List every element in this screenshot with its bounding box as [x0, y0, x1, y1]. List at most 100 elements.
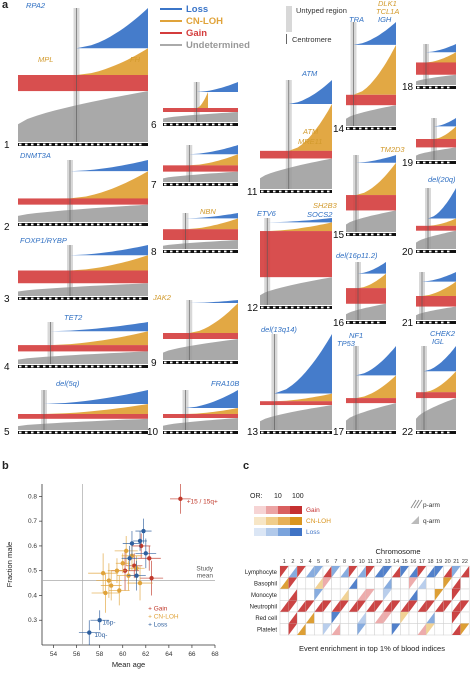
ideogram-band [230, 183, 233, 186]
heatmap-cell-fill [409, 577, 418, 589]
ideogram-band [273, 431, 276, 434]
ideogram-band [103, 143, 106, 146]
undet-segment [416, 230, 456, 249]
legend-loss: Loss [186, 3, 209, 15]
gene-label-fra10b: FRA10B [211, 379, 240, 388]
ideogram-band [91, 143, 94, 146]
panel-b-label: b [2, 460, 9, 472]
heatmap-cell-fill [323, 600, 332, 612]
ideogram-band [97, 143, 100, 146]
ideogram-band [121, 143, 124, 146]
ideogram-band [321, 306, 324, 309]
gain-segment [416, 392, 456, 399]
gene-label-foxp1: FOXP1/RYBP [20, 236, 67, 245]
ideogram-band [206, 250, 209, 253]
ideogram-band [291, 190, 294, 193]
cnloh-segment [356, 375, 396, 399]
ideogram-band [139, 365, 142, 368]
ideogram-band [441, 431, 444, 434]
heatmap-cell [322, 611, 332, 624]
loss-segment [434, 118, 456, 127]
heatmap-cell-fill [460, 600, 470, 612]
ideogram-band [347, 233, 350, 236]
gene-label-dnmt3a: DNMT3A [20, 151, 51, 160]
loss-segment [189, 145, 238, 155]
heatmap-cell-fill [400, 600, 409, 612]
ideogram-band [79, 431, 82, 434]
undet-segment [163, 112, 238, 122]
row-label: Red cell [255, 616, 277, 622]
cnloh-segment [428, 126, 456, 139]
ideogram-band [182, 183, 185, 186]
ideogram-band [31, 297, 34, 300]
ideogram-band [133, 297, 136, 300]
gene-label-tcl1a: TCL1A [376, 7, 400, 16]
loss-segment [424, 346, 456, 372]
heatmap-cell [305, 577, 315, 590]
ideogram-band [121, 431, 124, 434]
ideogram-band [55, 297, 58, 300]
data-point-loss [78, 620, 100, 645]
heatmap-cell [443, 611, 453, 624]
ideogram-band [383, 431, 386, 434]
chromosome-11-plot [260, 80, 332, 193]
gain-segment [18, 414, 148, 419]
ideogram-band [435, 250, 438, 253]
loss-segment [356, 155, 396, 163]
chromosome-ideogram [260, 306, 332, 309]
heatmap-cell [391, 588, 401, 601]
ideogram-band [55, 431, 58, 434]
cnloh-segment [274, 393, 332, 402]
heatmap-cell [279, 623, 289, 636]
ideogram-band [359, 127, 362, 130]
heatmap-cell-fill [426, 566, 435, 578]
gain-segment [346, 398, 396, 404]
heatmap-cell-fill [434, 589, 444, 601]
ideogram-band [25, 143, 28, 146]
ideogram-band [309, 306, 312, 309]
data-point-cn-loh [115, 553, 130, 574]
chromosome-col-label: 11 [367, 559, 373, 565]
undet-segment [18, 283, 148, 296]
ideogram-band [91, 223, 94, 226]
y-axis-label: Fraction male [5, 542, 14, 587]
ideogram-band [194, 123, 197, 126]
ideogram-band [224, 431, 227, 434]
loss-segment [196, 82, 238, 92]
annotation-label: 16p- [103, 620, 116, 627]
heatmap-cell [434, 611, 444, 624]
heatmap-cell-fill [288, 566, 298, 578]
gene-label-del5q: del(5q) [56, 379, 80, 388]
chr-num-22: 22 [402, 427, 414, 438]
ideogram-band [164, 183, 167, 186]
chr-num-21: 21 [402, 318, 414, 329]
loss-segment [50, 322, 148, 332]
ideogram-band [365, 431, 368, 434]
legend-centromere: Centromere [292, 35, 332, 44]
or-legend-label: Gain [306, 507, 320, 514]
ideogram-band [31, 431, 34, 434]
heatmap-cell-fill [288, 623, 298, 635]
ideogram-band [447, 431, 450, 434]
chr-num-12: 12 [247, 303, 259, 314]
heatmap-cell [400, 588, 410, 601]
heatmap-cell [443, 588, 453, 601]
ideogram-band [423, 321, 426, 324]
chr-num-7: 7 [151, 180, 157, 191]
or-swatch [254, 506, 266, 514]
legend-undetermined: Undetermined [186, 39, 250, 51]
ideogram-band [230, 250, 233, 253]
ideogram-band [170, 123, 173, 126]
ideogram-band [182, 123, 185, 126]
ideogram-band [176, 123, 179, 126]
chr-num-8: 8 [151, 247, 157, 258]
loss-segment [288, 80, 332, 104]
chromosome-ideogram [260, 431, 332, 434]
heatmap-cell-fill [297, 623, 306, 635]
gene-label-igl: IGL [432, 337, 445, 346]
heatmap-cell-fill [460, 566, 470, 578]
gene-label-atm-cnloh: ATM [303, 127, 319, 136]
ideogram-band [212, 183, 215, 186]
row-label: Monocyte [251, 593, 278, 599]
panel-c-label: c [243, 460, 250, 472]
